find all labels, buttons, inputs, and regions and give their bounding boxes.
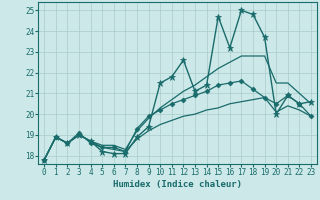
X-axis label: Humidex (Indice chaleur): Humidex (Indice chaleur): [113, 180, 242, 189]
